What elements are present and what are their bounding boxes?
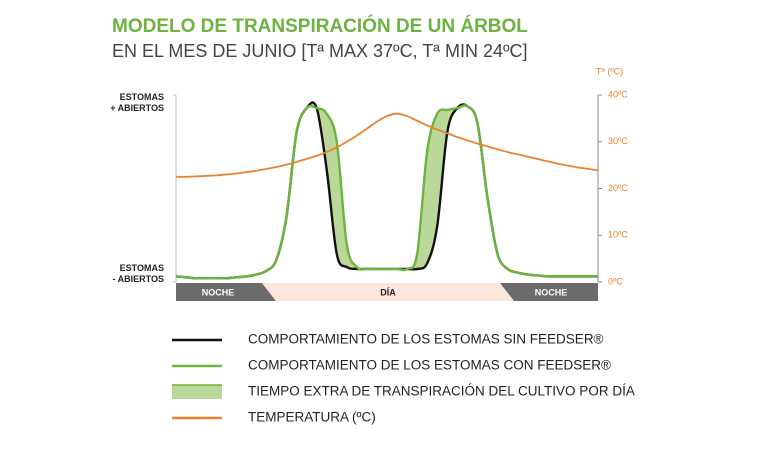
y2-tick-label: 20ºC [608,183,628,193]
chart-title: MODELO DE TRANSPIRACIÓN DE UN ÁRBOL [112,15,528,37]
band-label: NOCHE [202,287,235,297]
legend-swatch [172,385,222,399]
band [176,283,276,301]
band [500,283,598,301]
extra-area [176,102,598,279]
band-label: DÍA [380,287,396,297]
y2-axis-label: Tª (ºC) [596,66,623,76]
y2-tick-label: 0ºC [608,276,623,286]
legend-label: COMPORTAMIENTO DE LOS ESTOMAS CON FEEDSE… [248,358,611,373]
series-line [175,104,598,280]
band-label: NOCHE [535,287,568,297]
y-tick-label: ESTOMAS + ABIERTOS [110,92,164,113]
legend-label: TEMPERATURA (ºC) [248,410,376,425]
y2-tick-label: 30ºC [608,136,628,146]
legend-label: COMPORTAMIENTO DE LOS ESTOMAS SIN FEEDSE… [248,332,604,347]
band [262,283,514,301]
series-line [175,101,598,280]
y2-tick-label: 10ºC [608,230,628,240]
legend-label: TIEMPO EXTRA DE TRANSPIRACIÓN DEL CULTIV… [248,384,635,399]
y-tick-label: ESTOMAS - ABIERTOS [112,263,164,284]
series-line [175,112,599,178]
chart-subtitle: EN EL MES DE JUNIO [Tª MAX 37ºC, Tª MIN … [112,41,528,61]
y2-tick-label: 40ºC [608,89,628,99]
